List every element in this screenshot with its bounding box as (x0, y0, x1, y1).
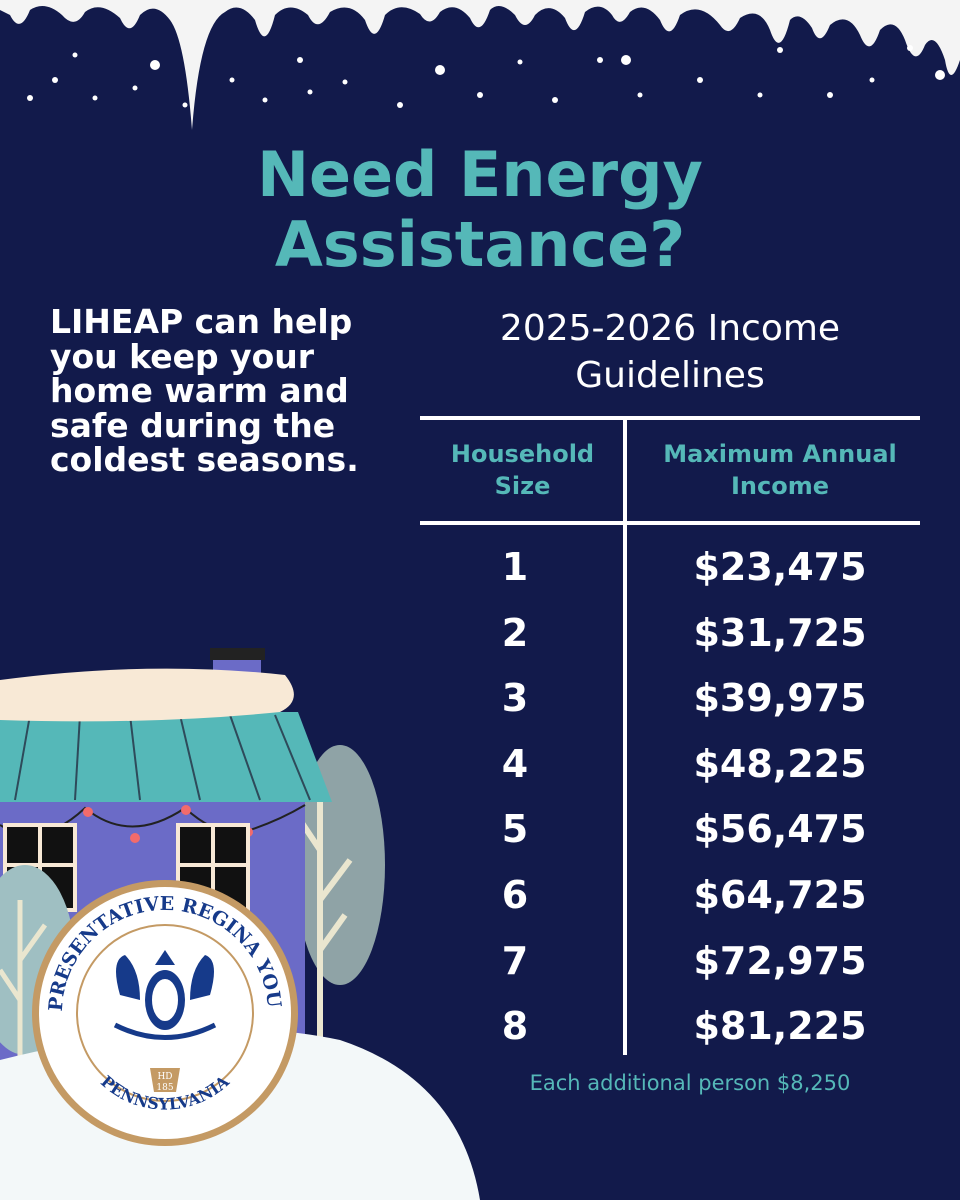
title-line-1: Need Energy (257, 138, 703, 211)
table-row: 3 $39,975 (420, 668, 920, 734)
table-row: 8 $81,225 (420, 996, 920, 1062)
svg-text:HD: HD (157, 1072, 172, 1082)
roof (0, 712, 332, 802)
household-size: 5 (501, 807, 529, 852)
icicles (0, 0, 960, 130)
table-row: 5 $56,475 (420, 799, 920, 865)
table-row: 7 $72,975 (420, 931, 920, 997)
household-size: 8 (501, 1004, 529, 1049)
column-header-max-income: Maximum Annual Income (663, 440, 897, 500)
title-line-2: Assistance? (274, 208, 686, 281)
footnote: Each additional person $8,250 (529, 1071, 851, 1095)
household-size: 7 (501, 938, 529, 983)
table-top-rule (420, 416, 920, 420)
table-column-divider (623, 418, 627, 1055)
household-size: 4 (501, 741, 529, 786)
max-income: $23,475 (693, 545, 867, 589)
max-income: $48,225 (693, 741, 867, 786)
table-row: 2 $31,725 (420, 603, 920, 669)
column-header-household-size: Household Size (450, 440, 595, 500)
svg-text:185: 185 (156, 1083, 173, 1093)
roof-snow (0, 668, 294, 722)
household-size: 6 (501, 873, 529, 917)
max-income: $39,975 (693, 676, 867, 721)
max-income: $64,725 (693, 873, 867, 917)
household-size: 1 (501, 545, 529, 589)
intro-text: LIHEAP can help you keep your home warm … (50, 302, 359, 479)
heading-line-1: 2025-2026 Income (499, 308, 841, 349)
page-title: Need Energy Assistance? (0, 140, 960, 280)
table-row: 6 $64,725 (420, 865, 920, 931)
snowflakes (27, 45, 945, 108)
heading-line-2: Guidelines (575, 355, 765, 396)
max-income: $72,975 (693, 938, 867, 983)
guidelines-heading: 2025-2026 Income Guidelines (420, 305, 920, 399)
table-header-rule (420, 521, 920, 525)
max-income: $56,475 (693, 807, 867, 852)
household-size: 3 (501, 676, 529, 721)
max-income: $81,225 (693, 1004, 867, 1049)
table-row: 4 $48,225 (420, 734, 920, 800)
table-row: 1 $23,475 (420, 537, 920, 603)
max-income: $31,725 (693, 610, 867, 655)
household-size: 2 (501, 610, 529, 655)
